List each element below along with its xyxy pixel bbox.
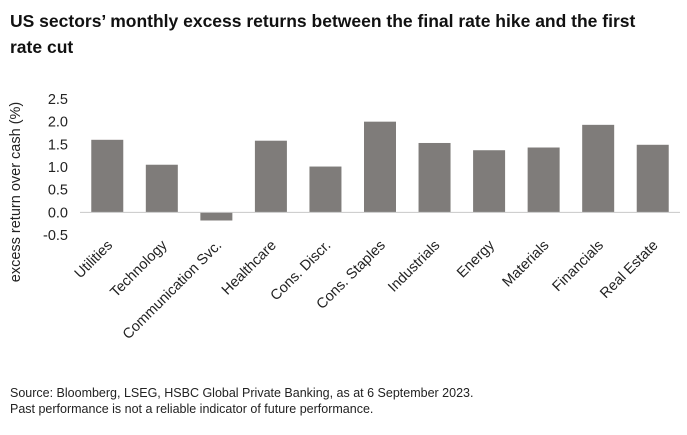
- bar: [254, 140, 287, 213]
- chart-title: US sectors’ monthly excess returns betwe…: [10, 11, 636, 57]
- x-category-label: Materials: [500, 238, 553, 291]
- y-axis-title: excess return over cash (%): [8, 102, 24, 283]
- y-tick-label: 0.5: [48, 183, 68, 199]
- x-category-label: Financials: [550, 238, 607, 295]
- bar: [364, 121, 396, 213]
- bar: [418, 142, 451, 213]
- bar: [636, 144, 669, 213]
- x-category-label: Utilities: [72, 238, 116, 282]
- x-category-label: Real Estate: [597, 238, 661, 302]
- x-category-label: Energy: [454, 237, 498, 281]
- y-tick-label: 1.5: [48, 137, 68, 153]
- x-category-label: Communication Svc.: [120, 238, 225, 343]
- bar: [582, 124, 615, 213]
- y-tick-label: -0.5: [43, 228, 68, 244]
- bar: [91, 139, 124, 213]
- bar: [145, 164, 178, 213]
- x-category-label: Industrials: [385, 238, 443, 296]
- y-tick-label: 0.0: [48, 205, 68, 221]
- bars: [91, 121, 669, 221]
- footer: Source: Bloomberg, LSEG, HSBC Global Pri…: [10, 386, 670, 417]
- y-tick-label: 2.5: [48, 92, 68, 108]
- bar: [309, 166, 342, 213]
- source-note: Source: Bloomberg, LSEG, HSBC Global Pri…: [10, 386, 474, 400]
- y-axis-ticks: 2.5 2.0 1.5 1.0 0.5 0.0 -0.5: [43, 92, 68, 244]
- disclaimer-note: Past performance is not a reliable indic…: [10, 401, 374, 416]
- y-tick-label: 1.0: [48, 160, 68, 176]
- bar: [527, 147, 560, 213]
- bar: [200, 212, 233, 221]
- bar: [473, 150, 506, 213]
- y-tick-label: 2.0: [48, 115, 68, 131]
